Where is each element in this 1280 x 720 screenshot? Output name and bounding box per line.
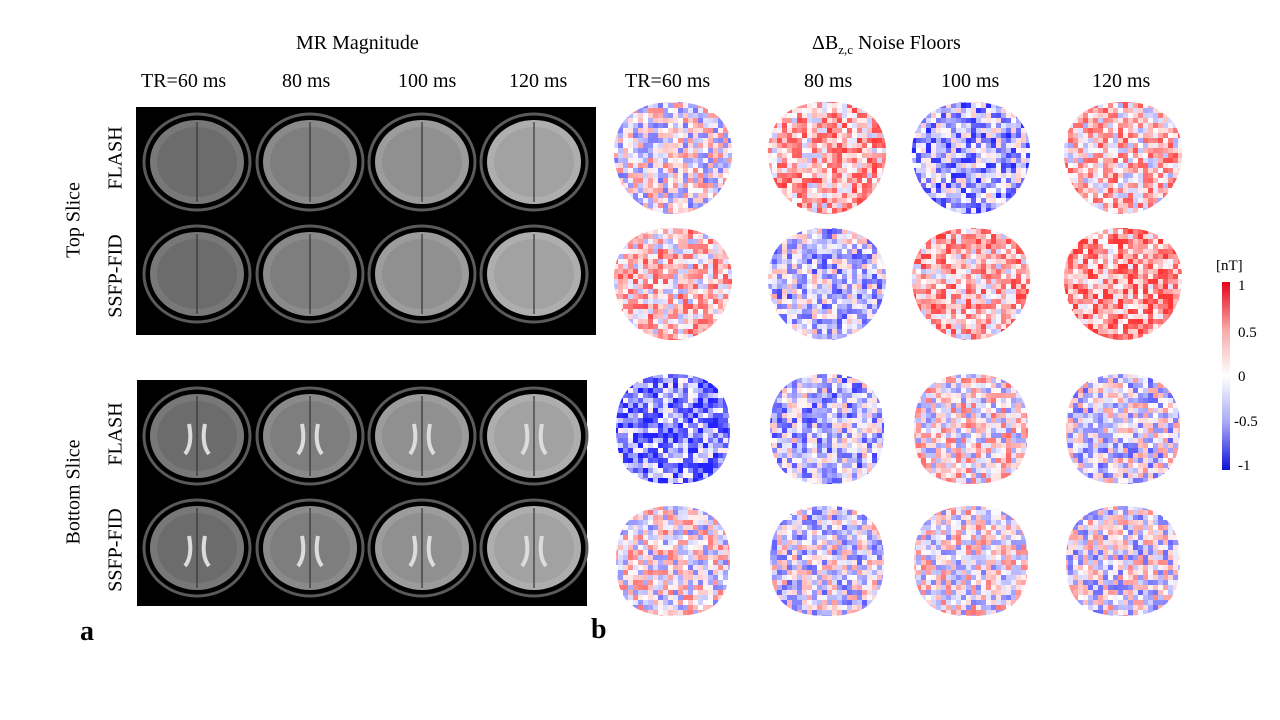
noise-floor-map bbox=[1058, 368, 1188, 488]
slice-label-bottom: Bottom Slice bbox=[62, 439, 85, 545]
magnitude-image bbox=[254, 110, 366, 214]
panel-a-col-4: 120 ms bbox=[509, 70, 568, 92]
noise-floor-map bbox=[608, 98, 738, 218]
noise-floor-map bbox=[1058, 224, 1188, 344]
noise-floor-map bbox=[762, 368, 892, 488]
magnitude-image bbox=[366, 222, 478, 326]
magnitude-image bbox=[141, 384, 253, 488]
panel-b-title-sub: z,c bbox=[838, 42, 853, 57]
seq-label-top-flash: FLASH bbox=[104, 126, 127, 190]
noise-floor-map bbox=[906, 500, 1036, 620]
colorbar bbox=[1222, 282, 1230, 470]
panel-a-col-3: 100 ms bbox=[398, 70, 457, 92]
noise-floor-map bbox=[762, 500, 892, 620]
noise-floor-map bbox=[906, 224, 1036, 344]
magnitude-image bbox=[366, 384, 478, 488]
noise-floor-map bbox=[1058, 500, 1188, 620]
magnitude-image bbox=[478, 496, 590, 600]
magnitude-image bbox=[366, 496, 478, 600]
magnitude-image bbox=[478, 222, 590, 326]
noise-floor-map bbox=[608, 500, 738, 620]
panel-a-col-1: TR=60 ms bbox=[141, 70, 227, 92]
colorbar-tick--1: -1 bbox=[1238, 458, 1251, 474]
magnitude-image bbox=[141, 496, 253, 600]
colorbar-tick--0.5: -0.5 bbox=[1234, 414, 1258, 430]
panel-b-title-prefix: ΔB bbox=[812, 32, 839, 54]
magnitude-image bbox=[141, 110, 253, 214]
magnitude-image bbox=[478, 384, 590, 488]
noise-floor-map bbox=[608, 368, 738, 488]
noise-floor-map bbox=[906, 98, 1036, 218]
noise-floor-map bbox=[1058, 98, 1188, 218]
panel-b-title-suffix: Noise Floors bbox=[853, 32, 961, 54]
seq-label-bottom-flash: FLASH bbox=[104, 402, 127, 466]
magnitude-image bbox=[254, 496, 366, 600]
panel-a-title: MR Magnitude bbox=[296, 32, 419, 54]
magnitude-image bbox=[366, 110, 478, 214]
magnitude-image bbox=[478, 110, 590, 214]
panel-a-col-2: 80 ms bbox=[282, 70, 331, 92]
seq-label-bottom-ssfp: SSFP-FID bbox=[104, 508, 127, 592]
seq-label-top-ssfp: SSFP-FID bbox=[104, 234, 127, 318]
panel-letter-b: b bbox=[591, 614, 607, 645]
magnitude-image bbox=[254, 384, 366, 488]
colorbar-tick-1: 1 bbox=[1238, 278, 1246, 294]
noise-floor-map bbox=[906, 368, 1036, 488]
colorbar-tick-0: 0 bbox=[1238, 369, 1246, 385]
colorbar-unit: [nT] bbox=[1216, 258, 1243, 274]
colorbar-tick-0.5: 0.5 bbox=[1238, 325, 1257, 341]
panel-b-col-4: 120 ms bbox=[1092, 70, 1151, 92]
panel-letter-a: a bbox=[80, 616, 94, 647]
noise-floor-map bbox=[762, 98, 892, 218]
panel-b-title: ΔBz,c Noise Floors bbox=[812, 32, 961, 58]
panel-b-col-1: TR=60 ms bbox=[625, 70, 711, 92]
magnitude-image bbox=[141, 222, 253, 326]
noise-floor-map bbox=[608, 224, 738, 344]
slice-label-top: Top Slice bbox=[62, 182, 85, 258]
panel-b-col-3: 100 ms bbox=[941, 70, 1000, 92]
panel-b-col-2: 80 ms bbox=[804, 70, 853, 92]
noise-floor-map bbox=[762, 224, 892, 344]
magnitude-image bbox=[254, 222, 366, 326]
